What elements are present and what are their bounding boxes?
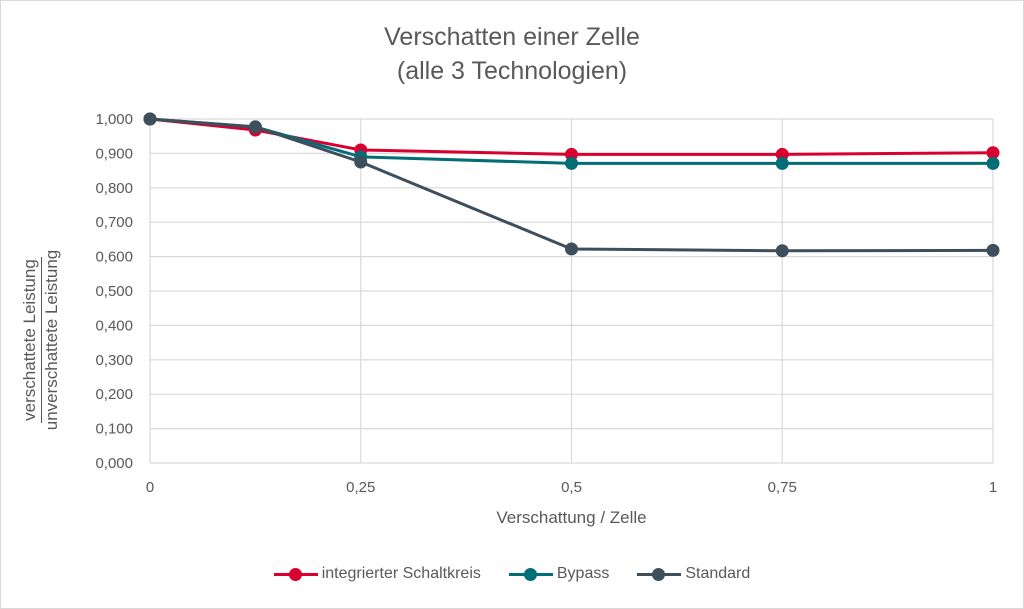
y-tick-label: 0,000	[95, 455, 133, 472]
legend-marker-bypass	[508, 567, 553, 581]
x-tick-label: 0,75	[768, 479, 797, 496]
data-point-standard	[248, 120, 262, 134]
data-point-standard	[354, 155, 368, 169]
legend-label: Standard	[685, 565, 751, 582]
y-tick-label: 0,600	[95, 249, 133, 266]
data-point-integrierter-schaltkreis	[565, 147, 578, 161]
data-point-standard	[143, 112, 157, 126]
y-tick-label: 0,400	[95, 317, 133, 334]
legend: integrierter Schaltkreis Bypass Standard	[0, 565, 1024, 583]
chart-title: Verschatten einer Zelle (alle 3 Technolo…	[0, 20, 1024, 88]
y-tick-label: 0,500	[95, 283, 133, 300]
y-axis-label-denominator: unverschattete Leistung	[42, 249, 61, 431]
y-tick-label: 1,000	[95, 111, 133, 128]
legend-item-bypass[interactable]: Bypass	[508, 565, 610, 583]
data-point-bypass	[986, 156, 1000, 170]
x-tick-label: 0,25	[346, 479, 375, 496]
legend-label: Bypass	[556, 565, 610, 582]
y-tick-label: 0,100	[95, 421, 133, 438]
series-line-standard	[149, 117, 994, 253]
chart-title-line-2: (alle 3 Technologien)	[396, 57, 628, 85]
data-point-bypass	[565, 156, 578, 170]
y-tick-label: 0,300	[95, 352, 133, 369]
x-tick-label: 0,5	[561, 479, 582, 496]
x-axis-label: Verschattung / Zelle	[496, 508, 647, 527]
y-tick-label: 0,900	[95, 145, 133, 162]
y-tick-label: 0,200	[95, 386, 133, 403]
chart-title-line-1: Verschatten einer Zelle	[384, 23, 640, 51]
legend-item-standard[interactable]: Standard	[637, 565, 750, 583]
legend-marker-standard	[637, 567, 682, 581]
legend-label: integrierter Schaltkreis	[321, 565, 481, 582]
x-tick-label: 1	[989, 479, 997, 496]
data-point-standard	[986, 243, 1000, 257]
data-point-bypass	[775, 156, 789, 170]
series-line-integrierter-schaltkreis	[149, 117, 994, 156]
data-point-standard	[565, 242, 578, 256]
data-point-integrierter-schaltkreis	[775, 147, 789, 161]
data-point-integrierter-schaltkreis	[986, 146, 1000, 160]
y-axis-label-numerator: verschattete Leistung	[20, 257, 42, 423]
legend-item-integrierter-schaltkreis[interactable]: integrierter Schaltkreis	[273, 565, 481, 583]
y-tick-label: 0,800	[95, 180, 133, 197]
x-tick-label: 0	[146, 479, 154, 496]
y-tick-label: 0,700	[95, 214, 133, 231]
legend-marker-integrierter-schaltkreis	[273, 567, 318, 581]
data-point-standard	[775, 244, 789, 258]
y-axis-label: verschattete Leistung unverschattete Lei…	[20, 210, 62, 470]
